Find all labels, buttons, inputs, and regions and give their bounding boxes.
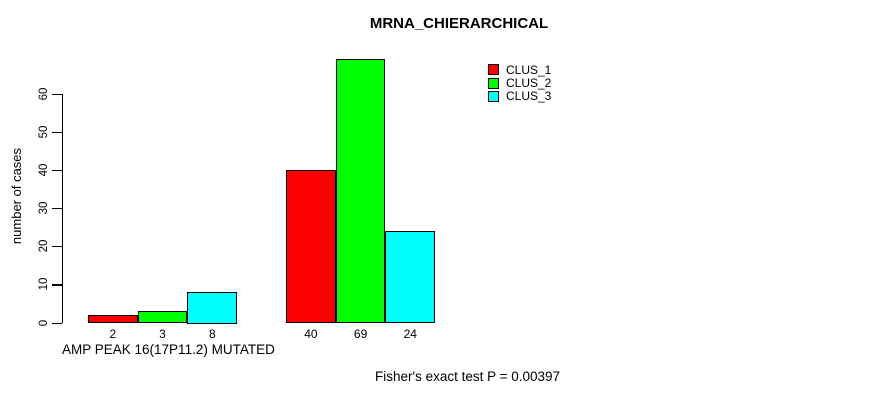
y-axis-tick bbox=[52, 208, 62, 210]
legend-swatch-clus-1 bbox=[488, 64, 499, 76]
y-axis-tick bbox=[52, 131, 62, 133]
y-tick-label: 10 bbox=[38, 278, 50, 291]
bar-value-label: 24 bbox=[403, 326, 417, 341]
bar-clus_3-group-2 bbox=[385, 230, 436, 324]
y-tick-label: 40 bbox=[38, 163, 50, 177]
bar-clus_2-group-1 bbox=[137, 311, 188, 324]
y-tick-label: 30 bbox=[38, 201, 50, 215]
bar-value-label: 40 bbox=[304, 326, 318, 341]
y-tick-label: 50 bbox=[38, 125, 50, 139]
bar-clus_2-group-2 bbox=[335, 59, 386, 324]
bar-clus_1-group-2 bbox=[286, 169, 336, 324]
y-axis-tick bbox=[52, 322, 62, 324]
y-tick-label: 60 bbox=[38, 87, 50, 100]
bar-clus_3-group-1 bbox=[187, 292, 238, 324]
legend-label-clus-1: CLUS_1 bbox=[506, 62, 552, 77]
bar-value-label: 69 bbox=[353, 326, 368, 341]
bar-value-label: 3 bbox=[159, 326, 166, 341]
legend-item-clus-1: CLUS_1 bbox=[488, 63, 551, 76]
y-axis-tick bbox=[52, 284, 62, 286]
legend-swatch-clus-3 bbox=[488, 90, 499, 102]
x-axis-label: AMP PEAK 16(17P11.2) MUTATED bbox=[62, 342, 275, 357]
legend-item-clus-2: CLUS_2 bbox=[488, 76, 551, 89]
legend: CLUS_1 CLUS_2 CLUS_3 bbox=[488, 63, 551, 103]
bar-clus_1-group-1 bbox=[88, 314, 138, 324]
fisher-test-annotation: Fisher's exact test P = 0.00397 bbox=[375, 369, 561, 384]
bar-value-label: 8 bbox=[208, 326, 216, 341]
legend-label-clus-2: CLUS_2 bbox=[506, 76, 552, 91]
y-axis-tick bbox=[52, 93, 62, 95]
y-axis-label: number of cases bbox=[9, 147, 24, 245]
legend-item-clus-3: CLUS_3 bbox=[488, 90, 551, 103]
y-axis-tick bbox=[52, 169, 62, 172]
chart-title: MRNA_CHIERARCHICAL bbox=[369, 15, 549, 32]
y-tick-label: 0 bbox=[38, 319, 50, 326]
y-axis-line bbox=[62, 93, 64, 324]
legend-label-clus-3: CLUS_3 bbox=[506, 89, 552, 104]
legend-swatch-clus-2 bbox=[488, 77, 499, 89]
y-tick-label: 20 bbox=[38, 239, 50, 253]
bar-value-label: 2 bbox=[109, 326, 117, 341]
y-axis-tick bbox=[52, 246, 62, 248]
